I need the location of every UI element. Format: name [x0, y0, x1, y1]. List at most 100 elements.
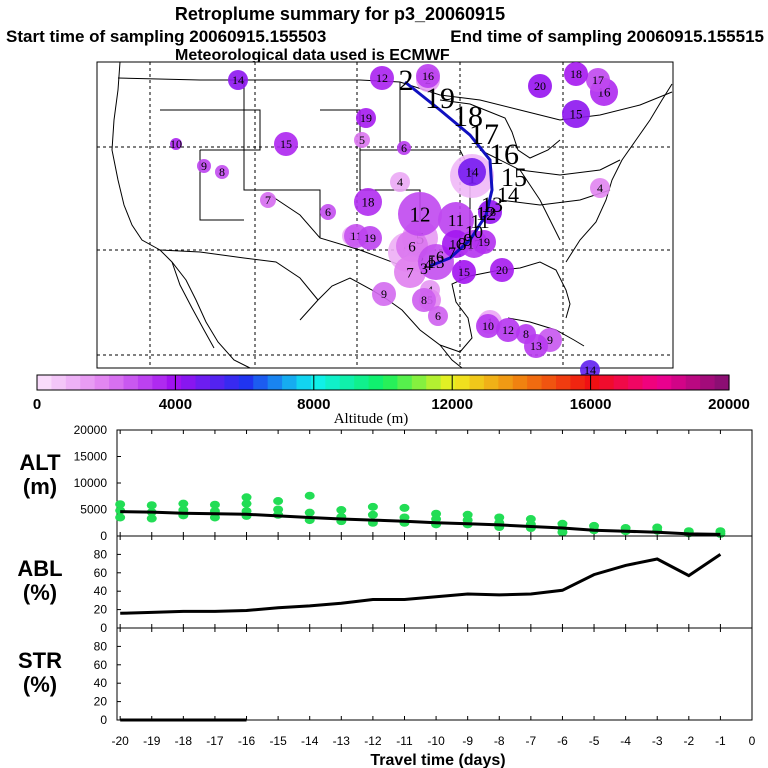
map-marker-label: 10	[482, 319, 494, 333]
retroplume-map: 1122334445556666778889991010111112121213…	[96, 61, 674, 380]
start-time-label: Start time of sampling 20060915.155503	[6, 27, 326, 46]
colorbar-segment	[109, 375, 125, 390]
x-tick-label: -20	[111, 734, 129, 748]
str-panel-ytick-label: 40	[94, 676, 108, 690]
map-marker-label: 4	[597, 181, 603, 195]
alt-scatter-point	[209, 500, 220, 509]
colorbar-tick-label: 4000	[159, 396, 192, 413]
alt-panel-ylabel: (m)	[23, 474, 57, 499]
trajectory-line	[404, 80, 494, 268]
map-marker-label: 18	[362, 195, 375, 210]
trajectory-day-label: 8	[458, 234, 467, 254]
colorbar-segment	[310, 375, 326, 390]
trajectory-day-label: 13	[481, 192, 503, 217]
map-marker-day-12	[398, 192, 442, 236]
alt-scatter-point	[241, 499, 252, 508]
us-mexico-border	[159, 249, 319, 301]
altitude-colorbar: 0 4000 8000 12000 16000 20000	[33, 374, 750, 413]
str-panel-ylabel: STR	[18, 648, 62, 673]
map-marker-day-6	[428, 306, 448, 326]
colorbar-segment	[483, 375, 499, 390]
colorbar-tick-label: 12000	[431, 396, 473, 413]
map-marker-day-6	[397, 141, 411, 155]
map-marker-day-9	[197, 159, 211, 173]
map-marker-day-12	[496, 318, 520, 342]
state-line-9	[199, 150, 244, 221]
colorbar-segment	[455, 375, 471, 390]
abl-panel-frame	[116, 535, 753, 629]
map-marker-day-17	[586, 68, 610, 92]
alt-scatter-point	[399, 503, 410, 512]
trajectory-day-label: 2	[399, 64, 414, 97]
alt-scatter-point	[367, 502, 378, 511]
colorbar-segment	[469, 375, 485, 390]
map-marker-label: 4	[397, 175, 403, 189]
map-marker-day-4	[390, 172, 410, 192]
colorbar-segment	[656, 375, 672, 390]
great-lakes	[439, 99, 561, 159]
colorbar-segment	[527, 375, 543, 390]
colorbar-segment	[541, 375, 557, 390]
alt-scatter-point	[115, 513, 126, 522]
map-marker-label: 11	[448, 211, 464, 230]
x-tick-label: -12	[364, 734, 382, 748]
trajectory-day-label: 17	[469, 118, 499, 151]
colorbar-segment	[714, 375, 730, 390]
trajectory-day-label: 4	[424, 257, 432, 274]
x-tick-label: -8	[494, 734, 505, 748]
colorbar-segment	[238, 375, 254, 390]
map-marker-day-14	[228, 70, 248, 90]
alt-scatter-point	[304, 491, 315, 500]
trajectory-day-label: 12	[476, 203, 496, 225]
colorbar-segment	[584, 375, 600, 390]
colorbar-segment	[166, 375, 182, 390]
colorbar-segment	[599, 375, 615, 390]
colorbar-segment	[613, 375, 629, 390]
x-tick-label: -15	[269, 734, 287, 748]
colorbar-segment	[685, 375, 701, 390]
x-tick-label: -3	[652, 734, 663, 748]
trajectory-day-label: 16	[489, 138, 519, 171]
colorbar-segment	[210, 375, 226, 390]
colorbar-segment	[296, 375, 312, 390]
map-marker-label: 14	[584, 363, 596, 377]
x-tick-label: -4	[620, 734, 631, 748]
colorbar-tick-label: 16000	[570, 396, 612, 413]
map-marker-label: 12	[410, 202, 431, 226]
map-marker-day-10	[476, 314, 500, 338]
map-marker-label: 7	[265, 193, 271, 207]
x-tick-label: -10	[427, 734, 445, 748]
abl-panel-ytick-label: 20	[94, 603, 108, 617]
map-marker-label: 8	[219, 165, 225, 179]
map-marker-label: 12	[502, 323, 514, 337]
map-marker-day-19	[472, 230, 496, 254]
x-tick-label: -2	[683, 734, 694, 748]
colorbar-label: Altitude (m)	[334, 411, 409, 427]
colorbar-segment	[65, 375, 81, 390]
colorbar-segment	[512, 375, 528, 390]
colorbar-segment	[628, 375, 644, 390]
abl-panel-ytick-label: 0	[100, 621, 107, 635]
colorbar-segment	[700, 375, 716, 390]
state-line-8	[519, 159, 621, 176]
map-marker-label: 9	[201, 159, 207, 173]
colorbar-segment	[123, 375, 139, 390]
end-time-label: End time of sampling 20060915.155515	[450, 27, 764, 46]
map-marker-day-18	[354, 188, 382, 216]
trajectory-day-label: 14	[497, 182, 519, 207]
colorbar-segment	[181, 375, 197, 390]
figure-title: Retroplume summary for p3_20060915	[175, 4, 505, 24]
map-marker-day-6	[320, 204, 336, 220]
map-marker-day-15	[274, 132, 298, 156]
alt-scatter-point	[146, 514, 157, 523]
map-marker-day-14	[458, 158, 486, 186]
colorbar-segment	[368, 375, 384, 390]
trajectory-day-label: 10	[465, 222, 483, 242]
alt-scatter-point	[146, 501, 157, 510]
map-marker-label: 19	[478, 235, 490, 249]
map-marker-label: 6	[408, 239, 416, 255]
str-panel-ytick-label: 0	[100, 713, 107, 727]
map-marker-label: 8	[523, 327, 529, 341]
